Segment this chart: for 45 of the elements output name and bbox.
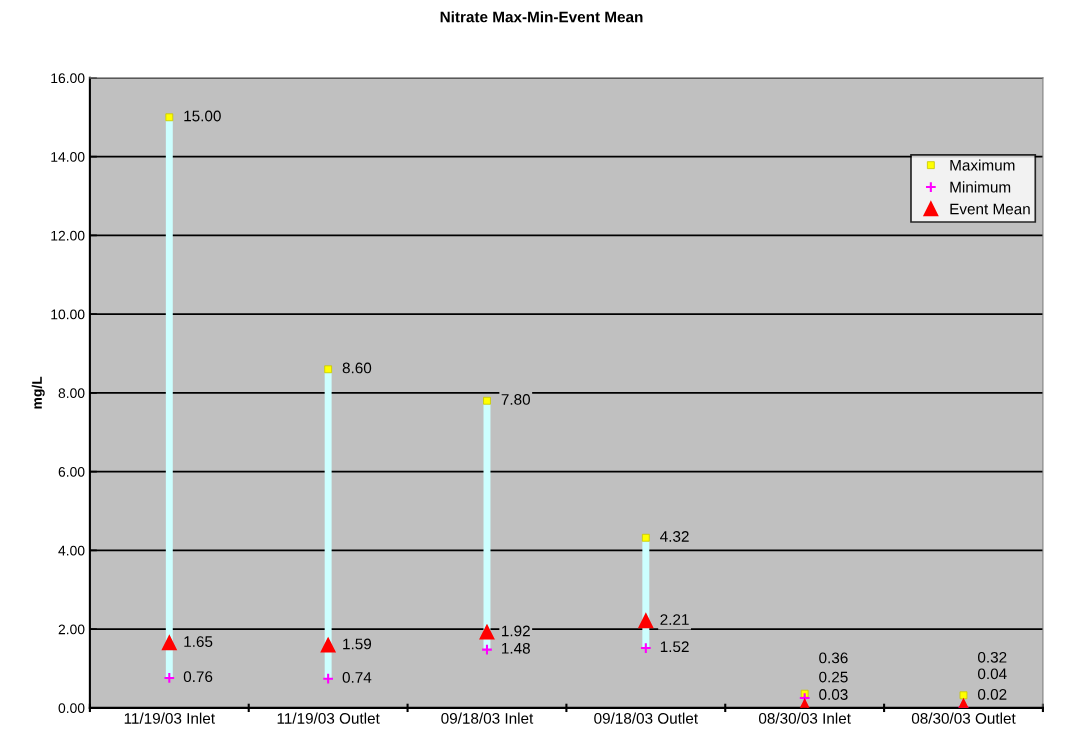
x-tick-label: 08/30/03 Inlet [758, 712, 851, 724]
data-label: 8.60 [342, 362, 372, 374]
y-tick-label: 14.00 [51, 151, 85, 162]
x-tick-label: 11/19/03 Inlet [124, 712, 215, 724]
y-tick-label: 4.00 [58, 545, 85, 556]
data-label: 1.65 [184, 636, 213, 647]
data-label: 0.76 [183, 671, 213, 683]
point [479, 624, 495, 640]
data-label: 0.25 [819, 671, 848, 683]
y-tick-label: 12.00 [51, 230, 85, 241]
point [163, 672, 176, 684]
y-axis-title: mg/L [31, 376, 45, 409]
data-label: 1.59 [343, 638, 372, 650]
x-tick-label: 09/18/03 Outlet [594, 712, 698, 724]
y-tick-label: 0.00 [58, 703, 85, 714]
data-label: 0.36 [819, 652, 848, 664]
data-label: 0.02 [977, 688, 1007, 700]
data-label: 2.21 [660, 614, 689, 625]
point [639, 642, 652, 654]
x-tick-label: 08/30/03 Outlet [911, 712, 1016, 724]
data-label: 1.92 [502, 625, 530, 637]
legend-label: Event Mean [950, 203, 1030, 215]
y-tick-label: 10.00 [51, 309, 85, 320]
y-tick-label: 16.00 [51, 73, 85, 84]
y-tick-label: 6.00 [58, 466, 85, 477]
y-tick-label: 8.00 [58, 388, 85, 399]
y-tick-label: 2.00 [58, 624, 85, 635]
point [162, 635, 177, 651]
legend-label: Minimum [950, 181, 1011, 193]
data-label: 0.74 [342, 672, 372, 683]
data-label: 0.03 [819, 689, 848, 700]
x-tick-label: 11/19/03 Outlet [277, 712, 380, 724]
point [320, 637, 336, 653]
data-label: 1.48 [502, 642, 530, 654]
chart-title: Nitrate Max-Min-Event Mean [440, 11, 643, 23]
data-label: 4.32 [660, 531, 689, 542]
data-label: 15.00 [184, 110, 221, 122]
data-label: 0.04 [977, 668, 1007, 680]
legend-label: Maximum [950, 159, 1015, 171]
data-label: 1.52 [660, 641, 689, 653]
point [638, 613, 654, 629]
x-tick-label: 09/18/03 Inlet [441, 712, 534, 724]
data-label: 0.32 [977, 651, 1007, 663]
point [481, 643, 493, 656]
data-label: 7.80 [501, 394, 531, 405]
